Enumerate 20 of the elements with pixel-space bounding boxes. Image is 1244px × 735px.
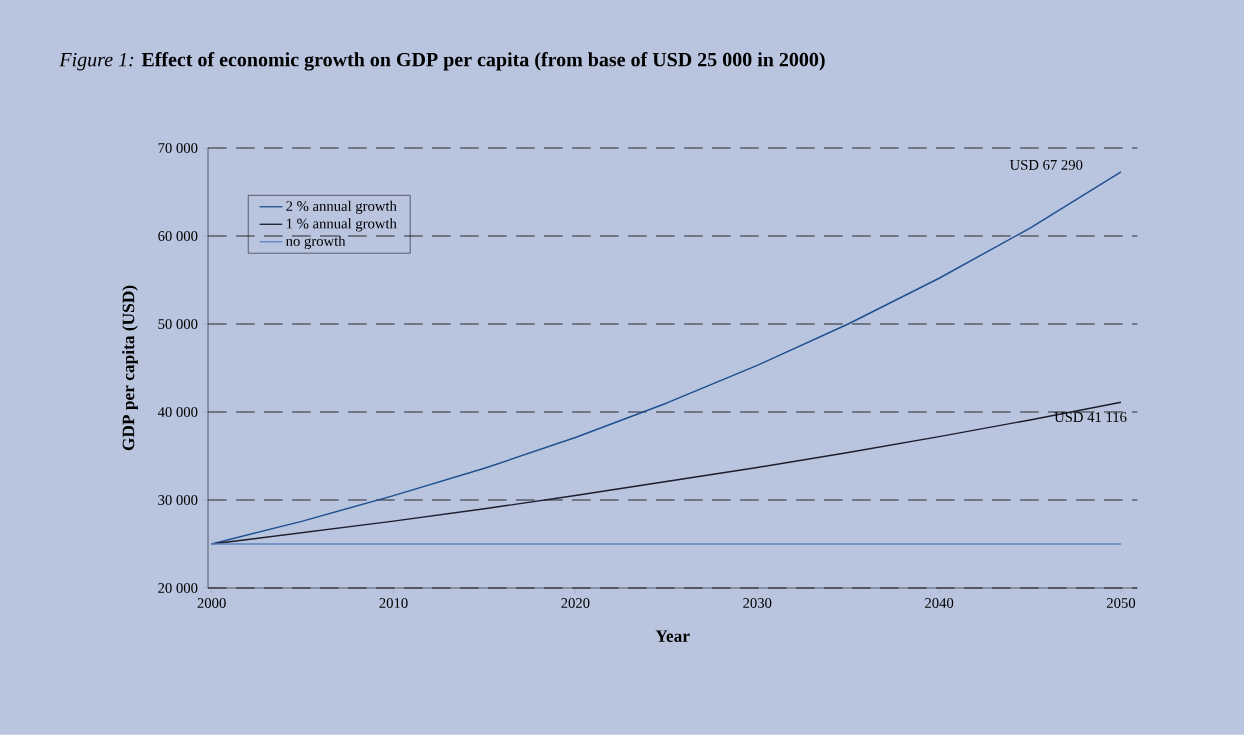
chart-title: Figure 1: Effect of economic growth on GDP per capita (from base of USD 25 000 in 2000) [59,52,825,71]
legend-label: no growth [286,235,346,250]
y-axis-title: GDP per capita (USD) [122,285,138,451]
annotation: USD 41 116 [1054,412,1127,423]
x-tick-label: 2020 [561,598,590,609]
y-tick-label: 20 000 [158,583,198,594]
y-tick-label: 30 000 [158,495,198,506]
x-tick-label: 2030 [743,598,772,609]
x-tick-label: 2040 [925,598,954,609]
y-tick-label: 60 000 [158,231,198,242]
x-tick-label: 2000 [197,598,226,609]
x-tick-label: 2050 [1106,598,1136,609]
legend-label: 1 % annual growth [286,218,397,232]
y-tick-label: 40 000 [157,407,198,418]
y-tick-label: 70 000 [158,143,198,154]
legend-label: 2 % annual growth [286,200,397,215]
x-axis-title: Year [655,630,690,643]
annotation: USD 67 290 [1009,160,1083,170]
y-tick-label: 50 000 [158,319,198,330]
x-tick-label: 2010 [379,598,408,609]
